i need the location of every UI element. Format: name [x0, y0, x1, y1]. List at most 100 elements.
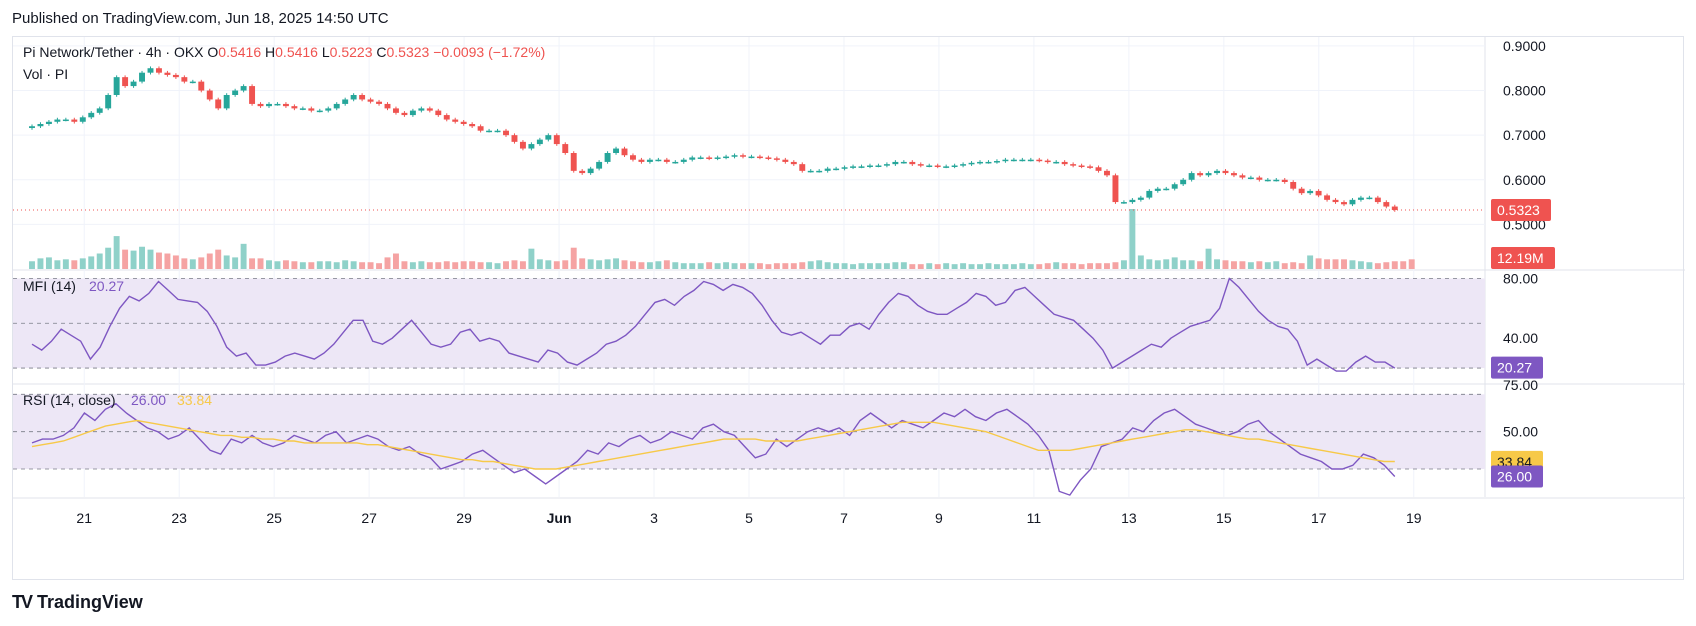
volume-bar [189, 259, 196, 269]
volume-bar [45, 257, 52, 269]
candle-body [54, 119, 61, 122]
volume-bar [206, 253, 213, 269]
volume-bar [1137, 255, 1144, 269]
legend-part: 0.5416 [218, 44, 265, 60]
legend-part: O [207, 44, 218, 60]
tradingview-brand-label: TradingView [37, 592, 143, 612]
candle-body [291, 106, 298, 109]
candle-body [553, 135, 560, 145]
volume-bar [993, 264, 1000, 269]
candle-body [1146, 190, 1153, 198]
candle-body [79, 117, 86, 122]
candle-body [765, 157, 772, 159]
legend-part: 0.5223 [330, 44, 377, 60]
candle-body [342, 99, 349, 104]
volume-bar [426, 262, 433, 269]
volume-bar [875, 263, 882, 269]
volume-bar [1002, 264, 1009, 269]
volume-bar [1222, 260, 1229, 269]
candle-body [96, 108, 103, 113]
candle-body [630, 155, 636, 160]
candle-body [1163, 188, 1170, 191]
rsi-axis-label: 50.00 [1503, 424, 1538, 440]
volume-bar [122, 249, 129, 269]
volume-bar [1188, 260, 1195, 269]
chart-svg[interactable]: 21 23 25 27 29 Jun 3 5 7 9 11 13 15 17 19 0.9000 0.8000 0… [13, 37, 1685, 581]
candle-body [807, 170, 814, 173]
price-legend: Pi Network/Tether · 4h · OKX O0.5416 H0.… [23, 44, 545, 60]
volume-bar [850, 264, 857, 269]
time-axis-label: 23 [171, 510, 187, 526]
candle-body [731, 155, 738, 157]
volume-bar [579, 258, 586, 269]
candle-body [486, 130, 493, 133]
volume-bar [765, 264, 772, 269]
candle-body [748, 156, 755, 159]
volume-bar [1095, 263, 1102, 269]
volume-bar [376, 263, 383, 269]
volume-bar [1129, 209, 1136, 269]
chart-container[interactable]: 21 23 25 27 29 Jun 3 5 7 9 11 13 15 17 19 0.9000 0.8000 0… [12, 36, 1685, 581]
candle-body [1391, 206, 1398, 210]
rsi-value-label: 26.00 [1497, 468, 1532, 484]
volume-bar [985, 263, 992, 269]
volume-bar [232, 257, 239, 269]
candle-body [934, 165, 941, 167]
price-axis-label: 0.9000 [1503, 38, 1546, 54]
candle-body [1383, 202, 1390, 207]
candle-body [858, 166, 865, 168]
volume-bar [1408, 259, 1415, 269]
volume-bar [1163, 259, 1170, 269]
volume-bar [181, 258, 188, 269]
volume-bar [1197, 261, 1204, 269]
volume-bar [1027, 264, 1034, 269]
candle-body [985, 161, 992, 164]
candle-body [799, 164, 806, 171]
candle-body [477, 126, 484, 131]
candle-body [257, 103, 264, 107]
published-caption: Published on TradingView.com, Jun 18, 20… [12, 10, 389, 27]
volume-bar [799, 262, 806, 269]
candle-body [299, 108, 306, 110]
volume-bar [1180, 260, 1187, 269]
volume-bar [54, 260, 61, 269]
time-axis-label: 13 [1121, 510, 1137, 526]
volume-bar [748, 263, 755, 269]
volume-bar [943, 263, 950, 269]
candle-body [206, 90, 213, 100]
candle-body [494, 130, 501, 133]
volume-bar [384, 257, 391, 269]
volume-bar [790, 263, 797, 269]
volume-bar [1104, 263, 1110, 269]
volume-bar [833, 263, 840, 269]
candle-body [1273, 179, 1280, 182]
rsi-ma-legend-value: 33.84 [177, 392, 212, 408]
time-axis-label: 5 [745, 510, 753, 526]
volume-bar [587, 259, 594, 269]
candle-body [672, 161, 679, 164]
candle-body [621, 148, 628, 156]
candle-body [1002, 159, 1009, 162]
candle-body [266, 103, 272, 107]
candle-body [1154, 188, 1161, 191]
last-price-label: 0.5323 [1497, 202, 1540, 218]
candle-body [1188, 173, 1195, 180]
volume-bar [223, 255, 230, 269]
volume-bar [1264, 262, 1271, 269]
tradingview-logo[interactable]: TV TradingView [12, 592, 143, 613]
volume-bar [147, 249, 154, 269]
volume-bar [604, 259, 611, 269]
volume-bar [1256, 261, 1263, 269]
candle-body [943, 166, 950, 168]
volume-bar [393, 253, 399, 269]
candle-body [1070, 164, 1077, 166]
volume-bar [782, 263, 789, 269]
volume-bar [655, 261, 662, 269]
candle-body [1087, 166, 1094, 168]
candle-body [528, 144, 535, 149]
candle-body [359, 95, 366, 100]
volume-bar [697, 263, 704, 269]
volume-bar [503, 261, 509, 269]
candle-body [977, 161, 983, 164]
mfi-axis-label: 80.00 [1503, 270, 1538, 286]
